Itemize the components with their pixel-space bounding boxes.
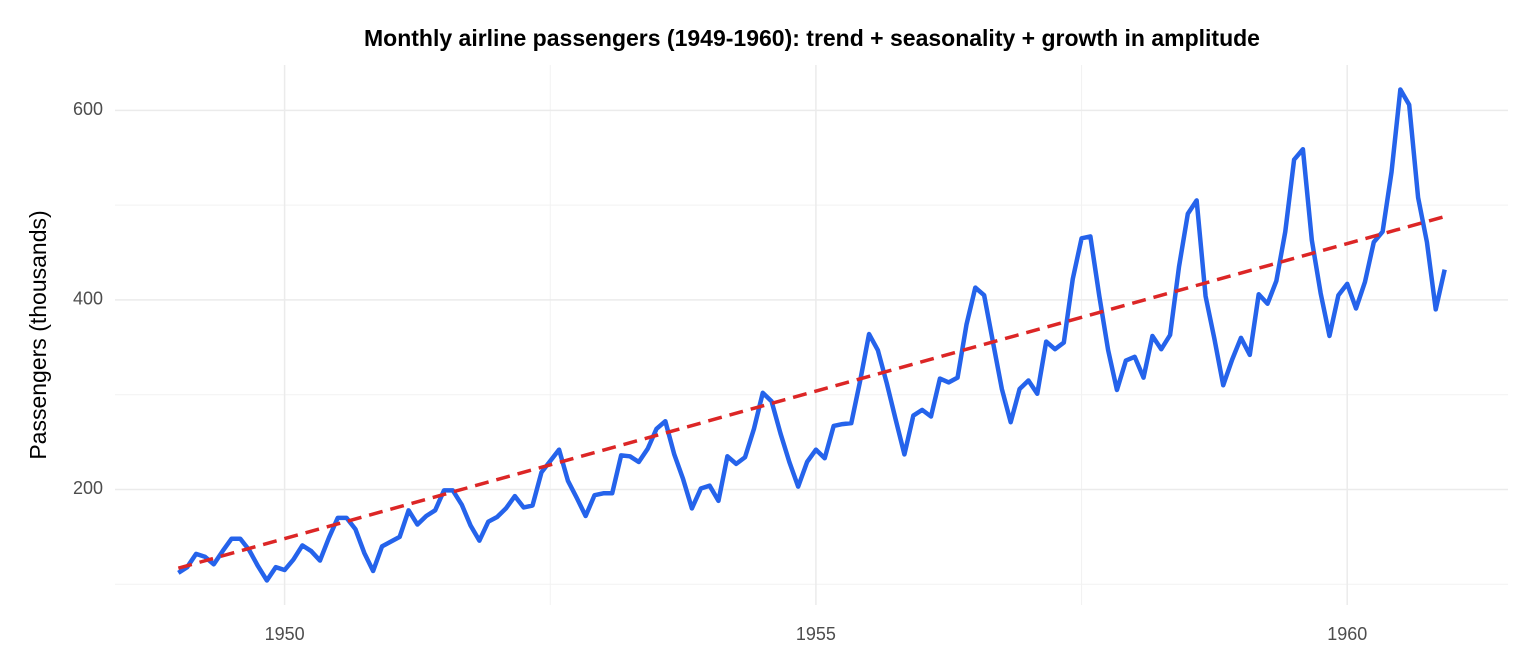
data-line (177, 87, 1447, 583)
x-tick-label: 1950 (265, 624, 305, 644)
y-tick-label: 200 (73, 478, 103, 498)
y-axis-title: Passengers (thousands) (25, 210, 51, 459)
trend-line (177, 214, 1446, 570)
x-tick-label: 1960 (1327, 624, 1367, 644)
y-tick-label: 400 (73, 289, 103, 309)
x-tick-label: 1955 (796, 624, 836, 644)
y-tick-label: 600 (73, 99, 103, 119)
chart-title: Monthly airline passengers (1949-1960): … (364, 25, 1260, 51)
